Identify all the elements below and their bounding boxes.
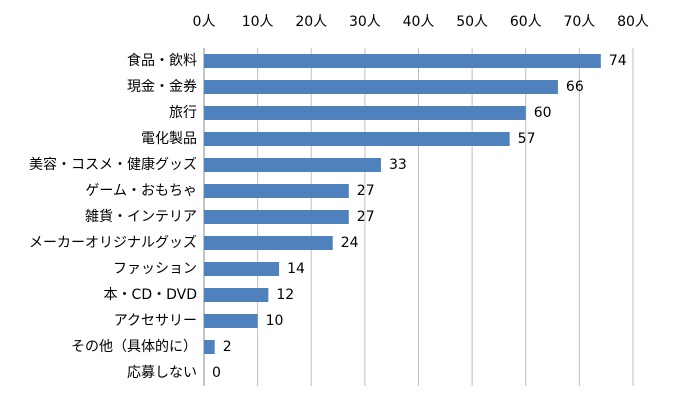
value-label: 27: [357, 183, 375, 199]
value-label: 14: [287, 261, 305, 277]
x-tick-label: 20人: [295, 14, 327, 30]
value-label: 66: [566, 79, 584, 95]
value-label: 60: [534, 105, 552, 121]
x-tick-label: 30人: [349, 14, 381, 30]
bar: [204, 158, 381, 172]
category-label: 応募しない: [127, 365, 197, 381]
bar: [204, 54, 601, 68]
category-label: アクセサリー: [114, 313, 197, 329]
value-label: 10: [266, 313, 284, 329]
category-label: 美容・コスメ・健康グッズ: [29, 156, 197, 173]
category-label: ゲーム・おもちゃ: [85, 183, 197, 199]
bar: [204, 210, 349, 224]
value-label: 27: [357, 209, 375, 225]
value-label: 2: [223, 339, 232, 355]
x-tick-label: 40人: [403, 14, 435, 30]
category-label: ファッション: [113, 261, 197, 277]
category-label: 電化製品: [141, 131, 197, 147]
bar: [204, 314, 258, 328]
value-label: 57: [518, 131, 536, 147]
value-label: 12: [276, 287, 294, 303]
category-label: 旅行: [169, 105, 197, 121]
bar: [204, 80, 558, 94]
value-label: 74: [609, 53, 627, 69]
x-tick-label: 60人: [510, 14, 542, 30]
category-label: 食品・飲料: [127, 52, 197, 69]
x-tick-label: 10人: [242, 14, 274, 30]
bar: [204, 288, 269, 302]
category-label: その他（具体的に）: [71, 339, 197, 355]
category-label: 本・CD・DVD: [104, 287, 197, 303]
category-label: メーカーオリジナルグッズ: [29, 235, 197, 251]
category-label: 現金・金券: [127, 79, 197, 95]
bar: [204, 262, 280, 276]
category-label: 雑貨・インテリア: [85, 208, 197, 225]
x-tick-label: 50人: [456, 14, 488, 30]
x-tick-label: 70人: [563, 14, 595, 30]
bar: [204, 106, 526, 120]
value-label: 0: [212, 365, 221, 381]
x-tick-label: 80人: [617, 14, 649, 30]
value-label: 33: [389, 157, 407, 173]
x-tick-label: 0人: [193, 14, 216, 30]
bar: [204, 184, 349, 198]
bar: [204, 236, 333, 250]
bar: [204, 132, 510, 146]
value-label: 24: [341, 235, 359, 251]
bar: [204, 340, 215, 354]
